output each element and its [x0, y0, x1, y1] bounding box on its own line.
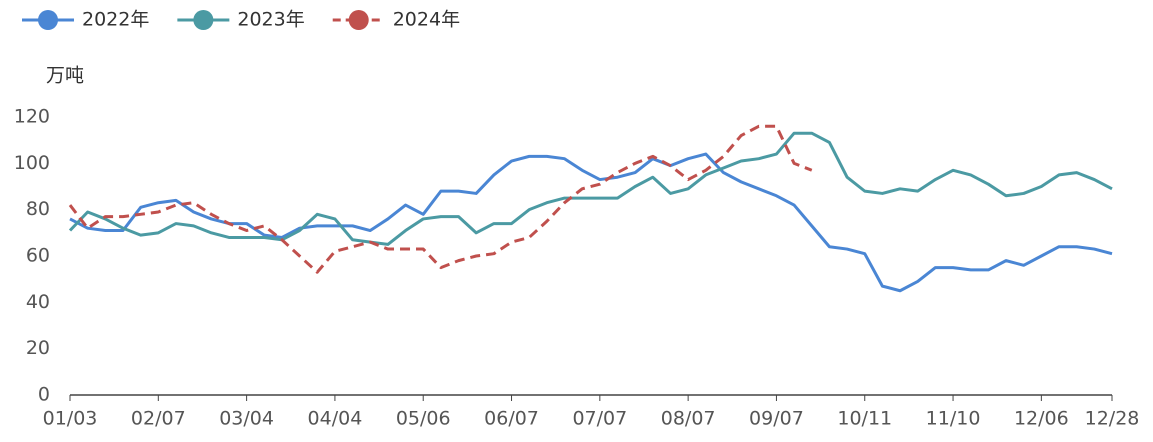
line-series [68, 124, 813, 274]
x-tick-label: 03/04 [219, 408, 274, 430]
y-tick-label: 60 [26, 245, 50, 267]
line-series [68, 131, 1113, 246]
x-tick-label: 06/07 [484, 408, 539, 430]
y-tick-label: 40 [26, 291, 50, 313]
y-tick-label: 100 [14, 152, 50, 174]
legend-marker [348, 10, 369, 30]
y-axis-label: 万吨 [46, 65, 84, 87]
legend-label: 2023年 [237, 9, 304, 31]
x-tick-label: 05/06 [396, 408, 451, 430]
x-tick-label: 07/07 [572, 408, 627, 430]
legend-marker [38, 10, 58, 30]
y-tick-label: 120 [14, 106, 50, 128]
y-tick-label: 0 [38, 384, 50, 406]
legend-label: 2022年 [82, 9, 149, 31]
x-tick-label: 01/03 [43, 408, 98, 430]
x-tick-label: 11/10 [926, 408, 981, 430]
legend-label: 2024年 [393, 9, 460, 31]
x-tick-label: 12/28 [1085, 408, 1140, 430]
y-tick-label: 80 [26, 198, 50, 220]
y-tick-label: 20 [26, 337, 50, 359]
line-series [69, 152, 1113, 293]
x-tick-label: 09/07 [749, 408, 804, 430]
legend-marker [193, 10, 214, 30]
x-tick-label: 02/07 [131, 408, 186, 430]
x-tick-label: 12/06 [1014, 408, 1069, 430]
x-tick-label: 04/04 [308, 408, 363, 430]
x-tick-label: 10/11 [837, 408, 892, 430]
x-tick-label: 08/07 [661, 408, 716, 430]
